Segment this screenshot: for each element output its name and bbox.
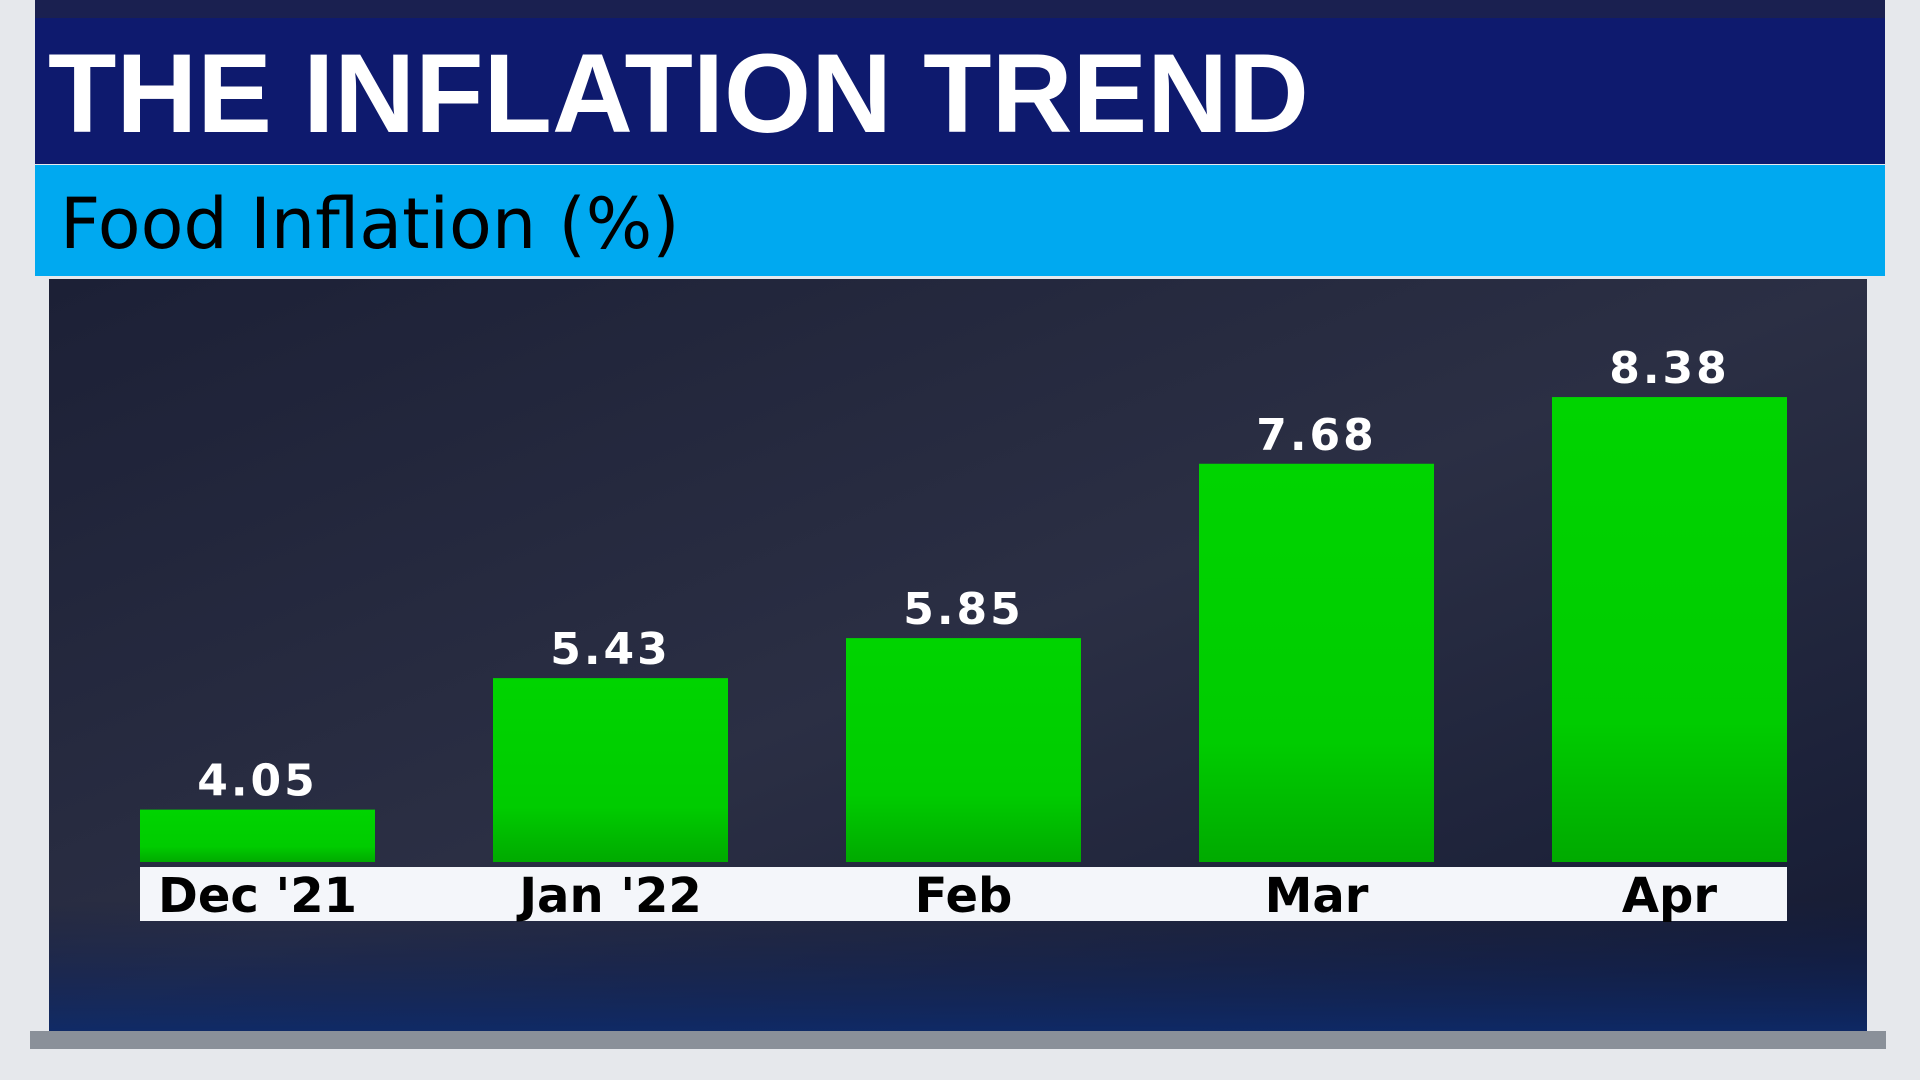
value-label: 7.68 <box>1256 410 1377 461</box>
category-label: Mar <box>1265 868 1369 924</box>
bar <box>1199 463 1434 862</box>
chart-title: THE INFLATION TREND <box>48 31 1309 156</box>
category-label: Feb <box>915 868 1013 924</box>
chart-subtitle: Food Inflation (%) <box>60 183 680 265</box>
value-label: 8.38 <box>1609 343 1730 394</box>
bar <box>1552 397 1787 862</box>
bar <box>140 809 375 862</box>
bottom-frame <box>30 1031 1886 1049</box>
category-label: Jan '22 <box>516 868 702 924</box>
subtitle-band <box>35 165 1885 276</box>
category-label: Apr <box>1622 868 1718 924</box>
value-label: 5.85 <box>903 584 1024 635</box>
value-label: 4.05 <box>197 756 318 807</box>
top-frame <box>35 0 1885 20</box>
plot-fade <box>49 900 1867 1031</box>
bar <box>493 678 728 862</box>
category-label: Dec '21 <box>158 868 357 924</box>
title-band <box>35 18 1885 164</box>
bar <box>846 638 1081 862</box>
category-strip <box>140 867 1787 921</box>
value-label: 5.43 <box>550 624 671 675</box>
